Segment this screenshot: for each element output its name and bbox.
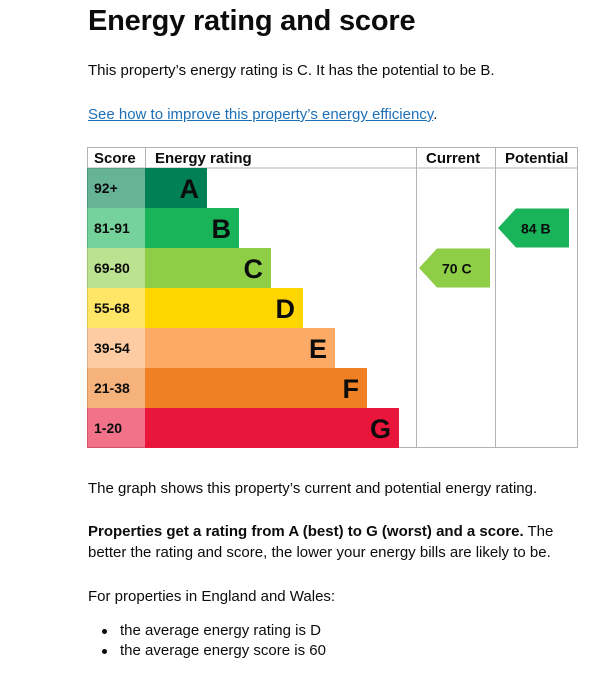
rating-letter: B — [212, 214, 232, 244]
rating-bar-d — [145, 288, 303, 328]
bullet-icon — [102, 629, 107, 634]
rating-explanation-rest: The better the rating and score, the low… — [88, 523, 554, 561]
score-label: 39-54 — [94, 340, 130, 356]
link-suffix: . — [433, 106, 438, 123]
score-label: 69-80 — [94, 260, 130, 276]
score-cell — [87, 328, 145, 368]
page-title: Energy rating and score — [88, 5, 416, 37]
rating-letter: C — [244, 254, 264, 284]
rating-letter: F — [343, 374, 360, 404]
rating-explanation: Properties get a rating from A (best) to… — [88, 521, 588, 563]
score-cell — [87, 408, 145, 448]
score-cell — [87, 248, 145, 288]
score-cell — [87, 208, 145, 248]
improve-efficiency-link[interactable]: See how to improve this property’s energ… — [88, 106, 434, 123]
header-potential: Potential — [505, 150, 568, 167]
rating-explanation-bold: Properties get a rating from A (best) to… — [88, 523, 524, 540]
score-label: 81-91 — [94, 220, 130, 236]
score-label: 92+ — [94, 180, 118, 196]
rating-letter: D — [276, 294, 296, 324]
list-item: the average energy rating is D — [88, 621, 326, 641]
rating-letter: G — [370, 414, 391, 444]
current-rating-label: 70 C — [442, 261, 472, 277]
region-note: For properties in England and Wales: — [88, 588, 336, 605]
averages-list: the average energy rating is D the avera… — [88, 621, 326, 661]
rating-letter: E — [309, 334, 327, 364]
score-label: 55-68 — [94, 300, 130, 316]
potential-rating-label: 84 B — [521, 221, 551, 237]
average-rating-text: the average energy rating is D — [120, 622, 321, 639]
potential-rating-marker — [498, 208, 569, 248]
rating-bar-g — [145, 408, 399, 448]
header-current: Current — [426, 150, 480, 167]
score-label: 21-38 — [94, 380, 130, 396]
rating-bar-f — [145, 368, 367, 408]
current-rating-marker — [419, 248, 490, 288]
rating-bar-c — [145, 248, 271, 288]
rating-bar-b — [145, 208, 239, 248]
average-score-text: the average energy score is 60 — [120, 642, 326, 659]
header-energy-rating: Energy rating — [155, 150, 252, 167]
improve-link-line: See how to improve this property’s energ… — [88, 104, 437, 126]
rating-bar-a — [145, 168, 207, 208]
list-item: the average energy score is 60 — [88, 641, 326, 661]
graph-note: The graph shows this property’s current … — [88, 480, 538, 497]
rating-bar-e — [145, 328, 335, 368]
score-cell — [87, 368, 145, 408]
energy-rating-chart: Score Energy rating Current Potential 92+ A 81… — [87, 147, 578, 448]
header-score: Score — [94, 150, 136, 167]
score-cell — [87, 288, 145, 328]
rating-letter: A — [180, 174, 200, 204]
score-label: 1-20 — [94, 420, 122, 436]
score-cell — [87, 168, 145, 208]
energy-rating-chart-svg: Score Energy rating Current Potential 92+ A 81… — [87, 147, 578, 448]
intro-text: This property’s energy rating is C. It h… — [88, 62, 495, 79]
bullet-icon — [102, 649, 107, 654]
